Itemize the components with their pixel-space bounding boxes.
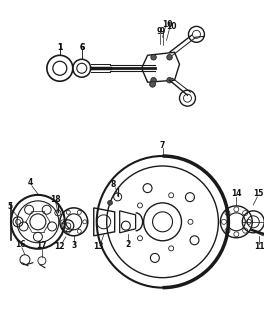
- Text: 16: 16: [15, 240, 25, 249]
- Text: 13: 13: [94, 242, 104, 251]
- Text: 12: 12: [55, 242, 65, 251]
- Text: 17: 17: [37, 241, 47, 250]
- Text: 7: 7: [160, 140, 165, 149]
- Circle shape: [151, 54, 156, 60]
- Text: 4: 4: [27, 179, 33, 188]
- Text: 14: 14: [231, 189, 242, 198]
- Circle shape: [108, 200, 113, 205]
- Text: 1: 1: [57, 43, 63, 52]
- Text: 2: 2: [125, 240, 130, 249]
- Text: 11: 11: [254, 242, 264, 251]
- Text: 10: 10: [162, 20, 173, 29]
- Circle shape: [167, 54, 172, 60]
- Text: 9: 9: [157, 27, 162, 36]
- Text: 10: 10: [166, 22, 177, 31]
- Circle shape: [149, 81, 156, 87]
- Text: 9: 9: [160, 27, 165, 36]
- Text: 15: 15: [253, 189, 263, 198]
- Circle shape: [151, 77, 156, 83]
- Circle shape: [167, 77, 172, 83]
- Text: 3: 3: [71, 241, 76, 250]
- Text: 18: 18: [51, 196, 61, 204]
- Text: 5: 5: [7, 202, 12, 212]
- Text: 8: 8: [111, 180, 116, 189]
- Text: 6: 6: [79, 43, 84, 52]
- Text: 1: 1: [57, 43, 63, 52]
- Text: 6: 6: [79, 43, 84, 52]
